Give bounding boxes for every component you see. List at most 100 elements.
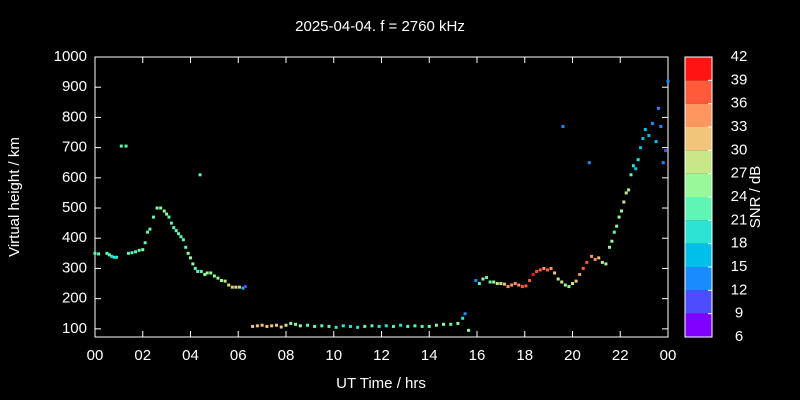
data-point	[542, 266, 546, 270]
data-point	[348, 324, 352, 328]
data-point	[528, 279, 532, 283]
data-point	[363, 324, 367, 328]
colorbar-band	[685, 243, 712, 267]
data-point	[126, 251, 130, 255]
x-tick-label: 12	[373, 347, 390, 364]
data-point	[119, 144, 123, 148]
data-point	[650, 121, 654, 125]
x-tick-label: 00	[87, 347, 104, 364]
data-point	[165, 212, 169, 216]
data-point	[370, 324, 374, 328]
x-tick-label: 16	[469, 347, 486, 364]
data-point	[241, 286, 245, 290]
colorbar-band	[685, 150, 712, 174]
x-tick-label: 10	[325, 347, 342, 364]
colorbar-tick-label: 30	[731, 141, 748, 158]
data-point	[427, 324, 431, 328]
colorbar-band	[685, 127, 712, 151]
data-point	[198, 173, 202, 177]
data-point	[463, 312, 467, 316]
data-point	[270, 324, 274, 328]
colorbar-tick-label: 36	[731, 95, 748, 112]
data-point	[320, 324, 324, 328]
data-point	[604, 262, 608, 266]
data-point	[209, 271, 213, 275]
data-point	[531, 272, 535, 276]
colorbar-band	[685, 220, 712, 244]
data-point	[656, 106, 660, 110]
data-point	[619, 209, 623, 213]
data-point	[488, 280, 492, 284]
data-point	[600, 260, 604, 264]
data-point	[578, 272, 582, 276]
data-point	[608, 245, 612, 249]
y-tick-label: 900	[62, 78, 87, 95]
colorbar-band	[685, 197, 712, 221]
data-point	[107, 253, 111, 257]
colorbar-tick-label: 21	[731, 211, 748, 228]
data-point	[449, 322, 453, 326]
data-point	[384, 324, 388, 328]
chart-title: 2025-04-04. f = 2760 kHz	[295, 18, 465, 35]
data-point	[661, 161, 665, 165]
y-axis-label: Virtual height / km	[6, 137, 23, 257]
data-point	[513, 282, 517, 286]
data-point	[141, 248, 145, 252]
data-point	[251, 324, 255, 328]
data-point	[485, 275, 489, 279]
colorbar-band	[685, 290, 712, 314]
data-point	[255, 324, 259, 328]
data-point	[574, 279, 578, 283]
data-point	[502, 282, 506, 286]
data-point	[477, 282, 481, 286]
data-point	[627, 188, 631, 192]
data-point	[474, 279, 478, 283]
y-tick-label: 500	[62, 199, 87, 216]
colorbar-tick-label: 42	[731, 48, 748, 65]
colorbar-tick-label: 18	[731, 235, 748, 252]
colorbar-label: SNR / dB	[747, 166, 764, 229]
data-point	[641, 137, 645, 141]
data-point	[205, 271, 209, 275]
data-point	[177, 232, 181, 236]
data-point	[289, 321, 293, 325]
data-point	[189, 256, 192, 260]
data-point	[622, 200, 626, 204]
data-point	[151, 215, 155, 219]
data-point	[203, 272, 207, 276]
data-point	[593, 257, 597, 261]
y-tick-label: 1000	[54, 48, 87, 65]
data-point	[305, 323, 309, 327]
colorbar-tick-label: 6	[735, 328, 743, 345]
data-point	[610, 239, 614, 243]
colorbar-band	[685, 80, 712, 104]
data-point	[420, 324, 424, 328]
data-point	[137, 248, 141, 252]
x-tick-label: 02	[134, 347, 151, 364]
data-point	[506, 285, 510, 289]
data-point	[456, 321, 460, 325]
data-point	[220, 279, 224, 283]
data-point	[549, 266, 553, 270]
data-point	[243, 285, 247, 289]
colorbar-tick-label: 27	[731, 165, 748, 182]
y-tick-label: 100	[62, 320, 87, 337]
data-point	[664, 149, 668, 153]
data-point	[356, 325, 360, 329]
data-point	[196, 269, 200, 273]
data-point	[148, 227, 152, 231]
data-point	[260, 323, 264, 327]
data-point	[561, 124, 565, 128]
data-point	[341, 324, 345, 328]
data-point	[230, 285, 234, 289]
colorbar-band	[685, 103, 712, 127]
data-point	[212, 274, 216, 278]
y-tick-label: 800	[62, 108, 87, 125]
data-point	[155, 206, 159, 210]
data-point	[495, 282, 499, 286]
data-point	[279, 325, 283, 329]
data-point	[538, 268, 542, 272]
y-tick-label: 400	[62, 229, 87, 246]
y-tick-label: 200	[62, 290, 87, 307]
